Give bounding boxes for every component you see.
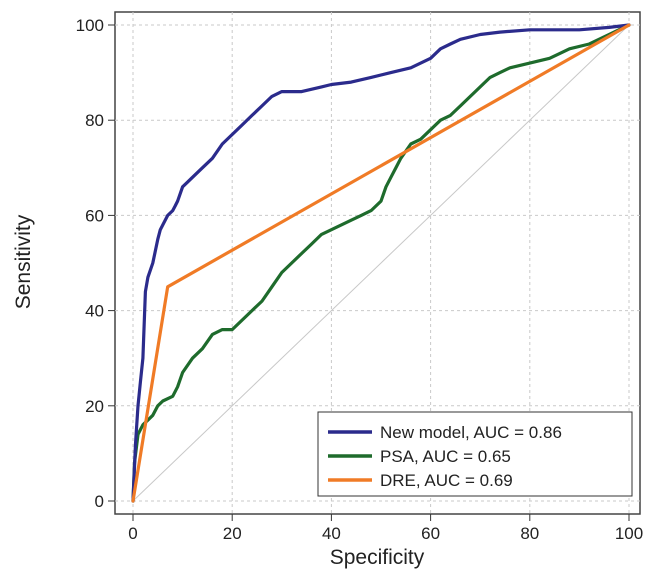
- y-tick-label: 20: [85, 397, 104, 416]
- y-axis-title: Sensitivity: [12, 214, 35, 309]
- reference-diagonal: [132, 24, 630, 502]
- legend-label: PSA, AUC = 0.65: [380, 447, 511, 466]
- x-tick-label: 0: [128, 524, 137, 543]
- x-tick-label: 100: [615, 524, 643, 543]
- axis-ticks: 0 20 40 60 80 100 0 20 40 60 80 100: [76, 16, 644, 543]
- series-line-0: [131, 23, 631, 503]
- y-tick-label: 100: [76, 16, 104, 35]
- series-line-2: [131, 23, 631, 503]
- x-tick-label: 20: [223, 524, 242, 543]
- x-tick-label: 80: [520, 524, 539, 543]
- series-line-1: [131, 23, 631, 503]
- x-tick-label: 40: [322, 524, 341, 543]
- x-axis-title: Specificity: [330, 546, 425, 569]
- y-tick-label: 0: [95, 492, 104, 511]
- legend: New model, AUC = 0.86 PSA, AUC = 0.65 DRE,…: [317, 411, 633, 497]
- series-lines: [131, 23, 631, 503]
- y-tick-label: 80: [85, 111, 104, 130]
- y-tick-label: 40: [85, 302, 104, 321]
- legend-label: New model, AUC = 0.86: [380, 423, 562, 442]
- y-tick-label: 60: [85, 206, 104, 225]
- legend-label: DRE, AUC = 0.69: [380, 471, 513, 490]
- reference-line: [132, 24, 630, 502]
- x-tick-label: 60: [421, 524, 440, 543]
- legend-box: [317, 411, 633, 497]
